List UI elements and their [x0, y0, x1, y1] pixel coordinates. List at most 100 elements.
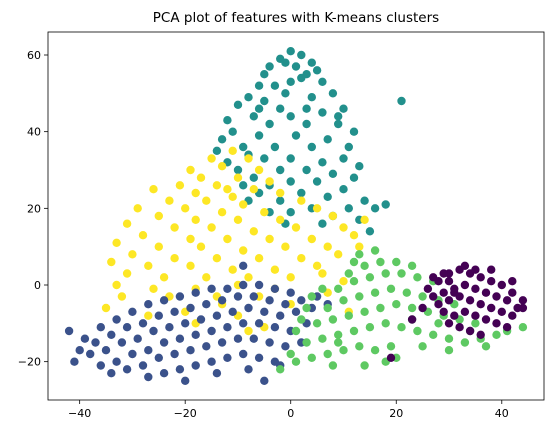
scatter-point — [181, 376, 190, 385]
x-axis: −40 −20 0 20 40 — [68, 400, 509, 420]
scatter-point — [96, 361, 106, 370]
scatter-point — [133, 204, 142, 213]
scatter-point — [460, 280, 470, 290]
scatter-point — [370, 346, 380, 355]
scatter-point — [460, 261, 470, 270]
scatter-point — [307, 292, 316, 301]
scatter-point — [392, 257, 401, 267]
scatter-point — [186, 346, 195, 355]
scatter-point — [302, 338, 311, 347]
scatter-point — [328, 169, 338, 178]
scatter-point — [233, 292, 243, 301]
scatter-point — [349, 173, 359, 182]
scatter-point — [170, 349, 179, 359]
scatter-point — [312, 261, 322, 270]
scatter-point — [122, 219, 132, 228]
scatter-point — [465, 296, 475, 305]
scatter-point — [297, 315, 306, 324]
scatter-point — [334, 330, 343, 339]
scatter-point — [244, 154, 253, 163]
scatter-point — [492, 330, 501, 339]
scatter-point — [217, 162, 227, 171]
scatter-point — [239, 280, 248, 290]
scatter-point — [228, 265, 237, 274]
scatter-point — [159, 296, 169, 305]
scatter-point — [318, 158, 327, 167]
scatter-point — [133, 334, 142, 343]
scatter-point — [202, 300, 211, 309]
scatter-point — [328, 211, 338, 221]
scatter-point — [265, 234, 274, 244]
scatter-point — [360, 261, 369, 270]
scatter-point — [439, 269, 448, 278]
scatter-point — [434, 300, 443, 309]
scatter-point — [254, 254, 264, 263]
scatter-point — [223, 323, 232, 332]
scatter-point — [212, 254, 222, 263]
scatter-point — [355, 162, 364, 171]
scatter-point — [191, 361, 200, 370]
scatter-point — [270, 323, 280, 332]
scatter-point — [481, 315, 491, 324]
scatter-point — [223, 234, 232, 244]
scatter-point — [349, 231, 359, 240]
scatter-point — [339, 223, 348, 232]
scatter-point — [429, 292, 438, 301]
scatter-point — [286, 154, 295, 163]
scatter-point — [455, 323, 464, 332]
scatter-point — [344, 142, 353, 152]
scatter-point — [228, 146, 237, 155]
scatter-point — [212, 181, 222, 190]
scatter-point — [302, 303, 311, 313]
scatter-point — [101, 303, 111, 313]
scatter-point — [334, 284, 343, 293]
scatter-point — [196, 173, 206, 182]
scatter-point — [212, 146, 222, 155]
scatter-point — [328, 89, 338, 98]
scatter-point — [429, 273, 438, 282]
scatter-point — [249, 173, 258, 182]
scatter-point — [349, 257, 359, 267]
scatter-point — [128, 250, 137, 259]
y-axis: −20 0 20 40 60 — [18, 49, 48, 369]
scatter-point — [312, 319, 322, 328]
chart-title: PCA plot of features with K-means cluste… — [153, 10, 439, 26]
scatter-point — [260, 154, 269, 163]
scatter-point — [217, 208, 227, 217]
scatter-point — [244, 273, 253, 282]
scatter-point — [265, 338, 274, 347]
scatter-point — [444, 319, 454, 328]
scatter-point — [254, 131, 264, 140]
scatter-point — [191, 330, 200, 339]
scatter-point — [439, 307, 448, 316]
scatter-point — [492, 292, 501, 301]
scatter-point — [265, 62, 274, 71]
scatter-point — [381, 200, 390, 209]
scatter-point — [254, 353, 264, 362]
x-tick-label: −40 — [68, 407, 91, 420]
scatter-point — [170, 254, 179, 263]
scatter-point — [460, 307, 470, 316]
scatter-point — [323, 135, 332, 144]
scatter-point — [444, 346, 454, 355]
scatter-point — [138, 231, 148, 240]
scatter-point — [370, 204, 380, 213]
scatter-point — [159, 338, 169, 347]
scatter-point — [302, 104, 311, 113]
scatter-point — [312, 177, 322, 186]
scatter-point — [318, 219, 327, 228]
scatter-point — [191, 288, 200, 297]
y-tick-label: 60 — [27, 49, 41, 62]
scatter-point — [349, 277, 359, 286]
scatter-point — [249, 334, 258, 343]
scatter-point — [228, 307, 237, 316]
scatter-point — [334, 338, 343, 347]
scatter-point — [233, 334, 243, 343]
scatter-point — [286, 177, 295, 186]
scatter-point — [476, 330, 485, 339]
scatter-point — [487, 303, 496, 313]
scatter-point — [471, 311, 480, 320]
scatter-point — [170, 223, 179, 232]
scatter-point — [339, 346, 348, 355]
scatter-point — [487, 265, 496, 274]
